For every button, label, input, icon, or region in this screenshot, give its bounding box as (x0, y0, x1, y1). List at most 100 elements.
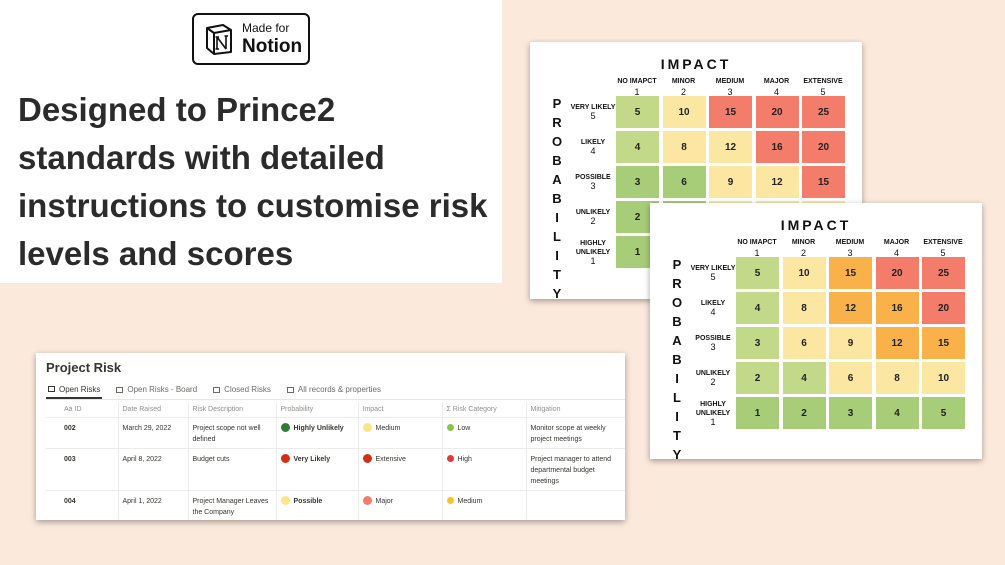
risk-score-cell: 8 (662, 131, 706, 163)
probability-row-label: LIKELY (700, 300, 726, 307)
probability-letter: I (555, 248, 559, 263)
status-dot-icon (446, 424, 454, 431)
probability-letter: B (672, 314, 682, 329)
impact-column-header: MINOR 2 (659, 77, 709, 97)
impact-column-header: EXTENSIVE 5 (798, 77, 848, 97)
probability-row-number: 5 (590, 111, 596, 121)
cell-impact-text: Extensive (375, 456, 406, 463)
tab-closed-risks[interactable]: Closed Risks (211, 381, 273, 398)
cell-mitigation[interactable]: Monitor scope at weekly project meetings (526, 417, 625, 449)
risk-score-cell: 10 (662, 96, 706, 128)
cell-date-raised[interactable]: April 8, 2022 (118, 448, 189, 491)
impact-column-header: MAJOR 4 (752, 77, 802, 97)
column-header-date-raised[interactable]: Date Raised (118, 402, 189, 418)
column-header-probability[interactable]: Probability (276, 402, 359, 418)
cell-mitigation-text: Monitor scope at weekly project meetings (530, 425, 606, 443)
cell-impact-text: Major (375, 498, 394, 505)
risk-score-cell: 5 (922, 397, 965, 429)
cell-id[interactable]: 002 (46, 417, 119, 449)
cell-risk-description-text: Budget cuts (192, 456, 230, 463)
table-row[interactable]: 002 March 29, 2022 Project scope not well … (46, 417, 625, 449)
status-dot-icon (362, 496, 372, 505)
probability-letter: P (672, 257, 682, 272)
cell-mitigation[interactable] (526, 490, 625, 520)
probability-row-number: 3 (590, 181, 596, 191)
risk-score-cell: 20 (755, 96, 799, 128)
probability-row-header: UNLIKELY 2 (566, 201, 620, 233)
impact-column-label: EXTENSIVE (803, 78, 843, 85)
risk-score-cell: 12 (829, 292, 872, 324)
risk-score-cell: 8 (782, 292, 826, 324)
column-header-risk-description[interactable]: Risk Description (188, 402, 277, 418)
table-row[interactable]: 004 April 1, 2022 Project Manager Leaves t… (46, 490, 625, 520)
tab-all-records[interactable]: All records & properties (285, 381, 383, 398)
cell-risk-category[interactable]: Low (442, 417, 527, 449)
cell-probability[interactable]: Possible (276, 490, 359, 520)
status-dot-icon (280, 454, 290, 463)
badge-caption: Made for (242, 21, 290, 35)
cell-impact-text: Medium (375, 425, 401, 432)
probability-row-header: HIGHLY UNLIKELY 1 (686, 397, 740, 429)
cell-probability[interactable]: Highly Unlikely (276, 417, 359, 449)
table-row[interactable]: 003 April 8, 2022 Budget cuts Very Likely Ex… (46, 448, 625, 491)
impact-column-label: MAJOR (883, 239, 910, 246)
probability-letter: B (672, 352, 682, 367)
cell-date-raised-text: March 29, 2022 (122, 425, 172, 432)
probability-row-number: 4 (710, 307, 716, 317)
cell-probability-text: Possible (293, 498, 323, 505)
probability-row-header: LIKELY 4 (566, 131, 620, 163)
cell-risk-description[interactable]: Project Manager Leaves the Company (188, 490, 277, 520)
probability-row-number: 3 (710, 342, 716, 352)
column-header-risk-category[interactable]: Σ Risk Category (442, 402, 527, 418)
cell-risk-category-text: High (457, 456, 472, 463)
impact-column-label: MINOR (671, 78, 696, 85)
risk-score-cell: 12 (875, 327, 919, 359)
cell-id[interactable]: 004 (46, 490, 119, 520)
probability-letter: Y (672, 447, 682, 462)
impact-column-number: 1 (634, 87, 640, 97)
column-header-mitigation[interactable]: Mitigation (526, 402, 625, 418)
risk-score-cell: 2 (782, 397, 826, 429)
cell-mitigation[interactable]: Project manager to attend departmental b… (526, 448, 625, 491)
table-icon (286, 386, 294, 393)
impact-column-number: 2 (680, 87, 686, 97)
cell-id-text: 003 (64, 456, 76, 463)
tab-open-risks[interactable]: Open Risks (46, 381, 103, 399)
probability-row-label: UNLIKELY (695, 370, 731, 377)
cell-impact[interactable]: Medium (358, 417, 443, 449)
probability-row-header: POSSIBLE 3 (686, 327, 740, 359)
impact-column-header: MINOR 2 (779, 238, 829, 258)
probability-row-label: VERY LIKELY (690, 265, 736, 272)
tab-label: Closed Risks (224, 385, 271, 394)
column-header-id[interactable]: Aa ID (46, 402, 119, 418)
cell-risk-description[interactable]: Project scope not well defined (188, 417, 277, 449)
cell-impact[interactable]: Major (358, 490, 443, 520)
probability-letter: O (551, 134, 563, 149)
risk-score-cell: 10 (782, 257, 826, 289)
tab-label: Open Risks (59, 384, 101, 394)
cell-date-raised[interactable]: April 1, 2022 (118, 490, 189, 520)
cell-risk-category[interactable]: High (442, 448, 527, 491)
cell-date-raised[interactable]: March 29, 2022 (118, 417, 189, 449)
table-icon (48, 386, 55, 392)
impact-column-label: NO IMAPCT (737, 239, 777, 246)
risk-score-cell: 8 (875, 362, 919, 394)
cell-risk-category[interactable]: Medium (442, 490, 527, 520)
cell-probability[interactable]: Very Likely (276, 448, 359, 491)
cell-impact[interactable]: Extensive (358, 448, 443, 491)
probability-row-label: POSSIBLE (695, 335, 731, 342)
cell-risk-description[interactable]: Budget cuts (188, 448, 277, 491)
probability-row-label: HIGHLY UNLIKELY (575, 239, 611, 256)
tab-open-risks-board[interactable]: Open Risks - Board (114, 381, 199, 398)
probability-letter: T (553, 267, 561, 282)
risk-score-cell: 9 (709, 166, 752, 198)
status-dot-icon (280, 496, 290, 505)
risk-score-cell: 6 (662, 166, 706, 198)
cell-id[interactable]: 003 (46, 448, 119, 491)
risk-score-cell: 15 (802, 166, 845, 198)
column-header-impact[interactable]: Impact (358, 402, 443, 418)
tab-label: Open Risks - Board (127, 385, 198, 394)
impact-column-label: NO IMAPCT (617, 78, 657, 85)
probability-letter: R (672, 276, 682, 291)
